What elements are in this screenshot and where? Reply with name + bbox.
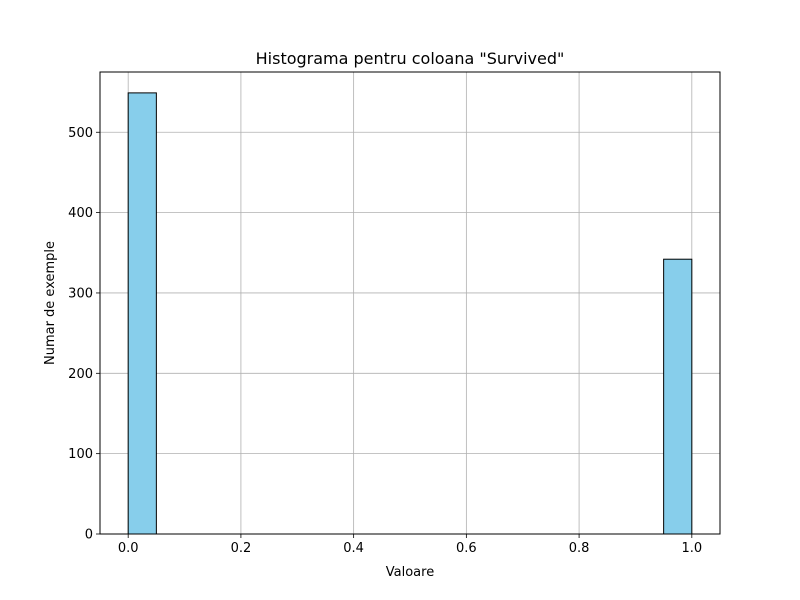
y-tick-label: 400 [68, 206, 93, 221]
grid-lines [100, 72, 720, 535]
x-tick-label: 0.2 [231, 541, 252, 556]
histogram-bar [127, 92, 157, 535]
y-tick-label: 200 [68, 367, 93, 382]
histogram-bar [663, 258, 693, 535]
axes-frame [99, 71, 721, 535]
y-tick-label: 300 [68, 286, 93, 301]
ticks: 0.0 0.2 0.4 0.6 0.8 1.0 0 100 200 300 400 500 [68, 126, 702, 556]
y-tick-label: 0 [85, 528, 93, 543]
x-tick-label: 1.0 [681, 541, 702, 556]
x-axis-label: Valoare [386, 565, 434, 580]
x-tick-label: 0.6 [456, 541, 477, 556]
x-tick-label: 0.8 [569, 541, 590, 556]
chart-title: Histograma pentru coloana "Survived" [256, 49, 565, 68]
x-tick-label: 0.0 [118, 541, 139, 556]
y-axis-label: Numar de exemple [43, 241, 58, 365]
x-tick-label: 0.4 [343, 541, 364, 556]
y-tick-label: 500 [68, 126, 93, 141]
bars [127, 92, 693, 535]
y-tick-label: 100 [68, 447, 93, 462]
